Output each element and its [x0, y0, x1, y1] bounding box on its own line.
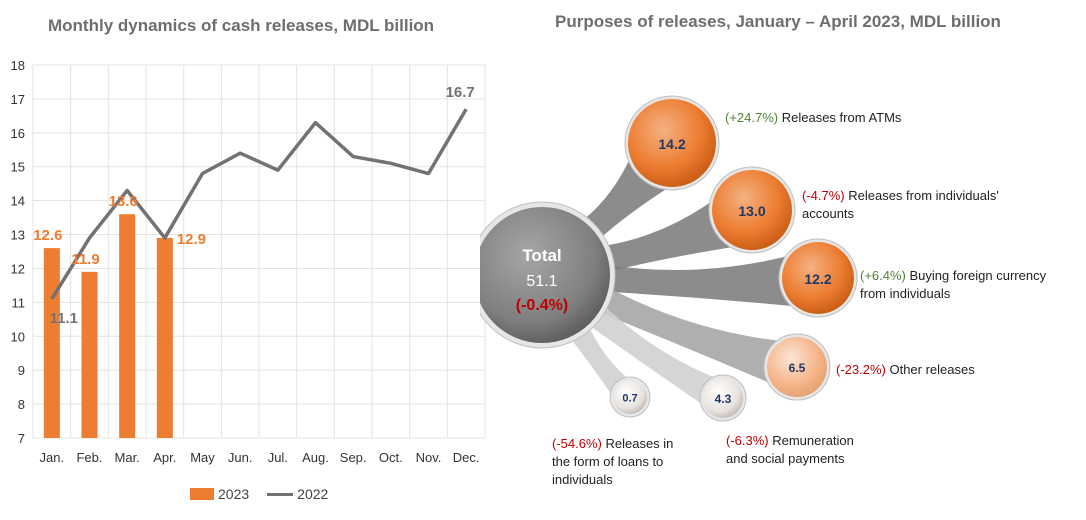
y-tick-label: 12	[11, 261, 25, 276]
bar-value-label: 11.9	[71, 251, 99, 268]
x-tick-label: Nov.	[416, 450, 442, 465]
y-tick-label: 11	[12, 295, 26, 310]
bubble-category-label: (-23.2%) Other releases	[836, 362, 975, 377]
bar-value-label: 13.6	[109, 193, 138, 210]
bubble-category-label: (-54.6%) Releases in the form of loans to…	[552, 436, 673, 487]
bubble	[628, 99, 716, 187]
bar-value-label: 12.6	[33, 227, 62, 244]
legend-swatch-2022	[267, 492, 294, 496]
line-value-label: 11.1	[50, 310, 78, 327]
bubble-category-label: (-4.7%) Releases from individuals' accoun…	[802, 188, 999, 221]
total-change: (-0.4%)	[516, 297, 568, 314]
total-value: 51.1	[526, 273, 557, 290]
bubble-category-text: from individuals	[860, 286, 951, 301]
line-2022	[50, 108, 468, 300]
bubble	[613, 380, 647, 414]
bubble-value: 4.3	[715, 392, 732, 406]
bubble	[712, 170, 792, 250]
legend-label-2022: 2022	[297, 486, 329, 502]
line-value-label: 16.7	[446, 84, 475, 101]
chart-legend: 2023 2022	[190, 486, 338, 502]
x-tick-label: Oct.	[379, 450, 403, 465]
bar-2023	[156, 237, 173, 438]
bubble-change: (-6.3%)	[726, 433, 769, 448]
bubble	[703, 378, 743, 418]
total-label: Total	[522, 246, 561, 265]
bubble	[782, 242, 854, 314]
bubble-category-text: the form of loans to	[552, 454, 663, 469]
bubble-category-text: accounts	[802, 206, 855, 221]
connector-ray	[582, 247, 819, 309]
y-tick-label: 8	[18, 397, 25, 412]
x-tick-label: Apr.	[153, 450, 176, 465]
x-tick-label: Sep.	[340, 450, 367, 465]
bar-2023	[43, 248, 60, 438]
bubble-change: (-23.2%)	[836, 362, 886, 377]
bubble-category-text: and social payments	[726, 451, 845, 466]
bubble-category-text: Remuneration	[769, 433, 854, 448]
connector-ray	[567, 285, 733, 413]
bubble-category-text: Releases from ATMs	[778, 110, 902, 125]
left-chart-title: Monthly dynamics of cash releases, MDL b…	[48, 16, 435, 35]
bubble	[767, 337, 827, 397]
bubble-value: 6.5	[789, 361, 806, 375]
y-tick-label: 10	[11, 329, 25, 344]
x-tick-label: Jul.	[268, 450, 288, 465]
bubble-value: 0.7	[622, 393, 637, 405]
x-tick-label: Feb.	[76, 450, 102, 465]
x-tick-label: Dec.	[453, 450, 480, 465]
y-tick-label: 14	[11, 194, 25, 209]
y-tick-label: 13	[11, 228, 25, 243]
bubble-value: 13.0	[738, 203, 765, 219]
bubble-category-text: individuals	[552, 472, 613, 487]
y-tick-label: 9	[18, 363, 25, 378]
bubble-category-text: Releases from individuals'	[845, 188, 999, 203]
bubble-category-text: Releases in	[602, 436, 674, 451]
x-tick-label: Jun.	[228, 450, 253, 465]
legend-label-2023: 2023	[218, 486, 250, 502]
bubble-change: (+24.7%)	[725, 110, 778, 125]
x-tick-label: May	[190, 450, 215, 465]
bar-2023	[81, 271, 98, 438]
y-tick-label: 7	[18, 431, 25, 446]
total-bubble	[480, 207, 610, 343]
y-tick-label: 16	[11, 126, 25, 141]
bubble-category-label: (+6.4%) Buying foreign currency from indi…	[860, 268, 1047, 301]
bubble-value: 12.2	[804, 271, 831, 287]
bubble-category-label: (-6.3%) Remuneration and social payments	[726, 433, 854, 466]
legend-swatch-2023	[190, 488, 214, 500]
y-tick-label: 17	[11, 92, 25, 107]
x-tick-label: Aug.	[302, 450, 329, 465]
x-tick-label: Mar.	[115, 450, 140, 465]
legend-item-2022: 2022	[267, 486, 328, 502]
bubble-change: (+6.4%)	[860, 268, 906, 283]
x-tick-label: Jan.	[40, 450, 65, 465]
bubble-change: (-4.7%)	[802, 188, 845, 203]
bubble-category-text: Other releases	[886, 362, 975, 377]
bar-value-label: 12.9	[177, 231, 206, 248]
bubble-change: (-54.6%)	[552, 436, 602, 451]
y-tick-label: 18	[11, 58, 25, 73]
bubble-value: 14.2	[658, 136, 685, 152]
bubble-category-label: (+24.7%) Releases from ATMs	[725, 110, 902, 125]
bar-2023	[119, 214, 136, 438]
legend-item-2023: 2023	[190, 486, 249, 502]
purposes-bubble-chart: 14.2 13.0 12.2 6.5 4.3 0.7 Total 51.1 (-0.4%) (…	[480, 95, 1047, 487]
connector-ray	[575, 274, 806, 391]
monthly-cash-releases-chart: 7 8 9 10 11 12 13 14 15 16 17 18 12.6 11.9 13.6 12.9 11…	[11, 58, 486, 465]
y-tick-label: 15	[11, 160, 25, 175]
right-chart-title: Purposes of releases, January – April 20…	[555, 12, 1001, 31]
bubble-category-text: Buying foreign currency	[906, 268, 1047, 283]
